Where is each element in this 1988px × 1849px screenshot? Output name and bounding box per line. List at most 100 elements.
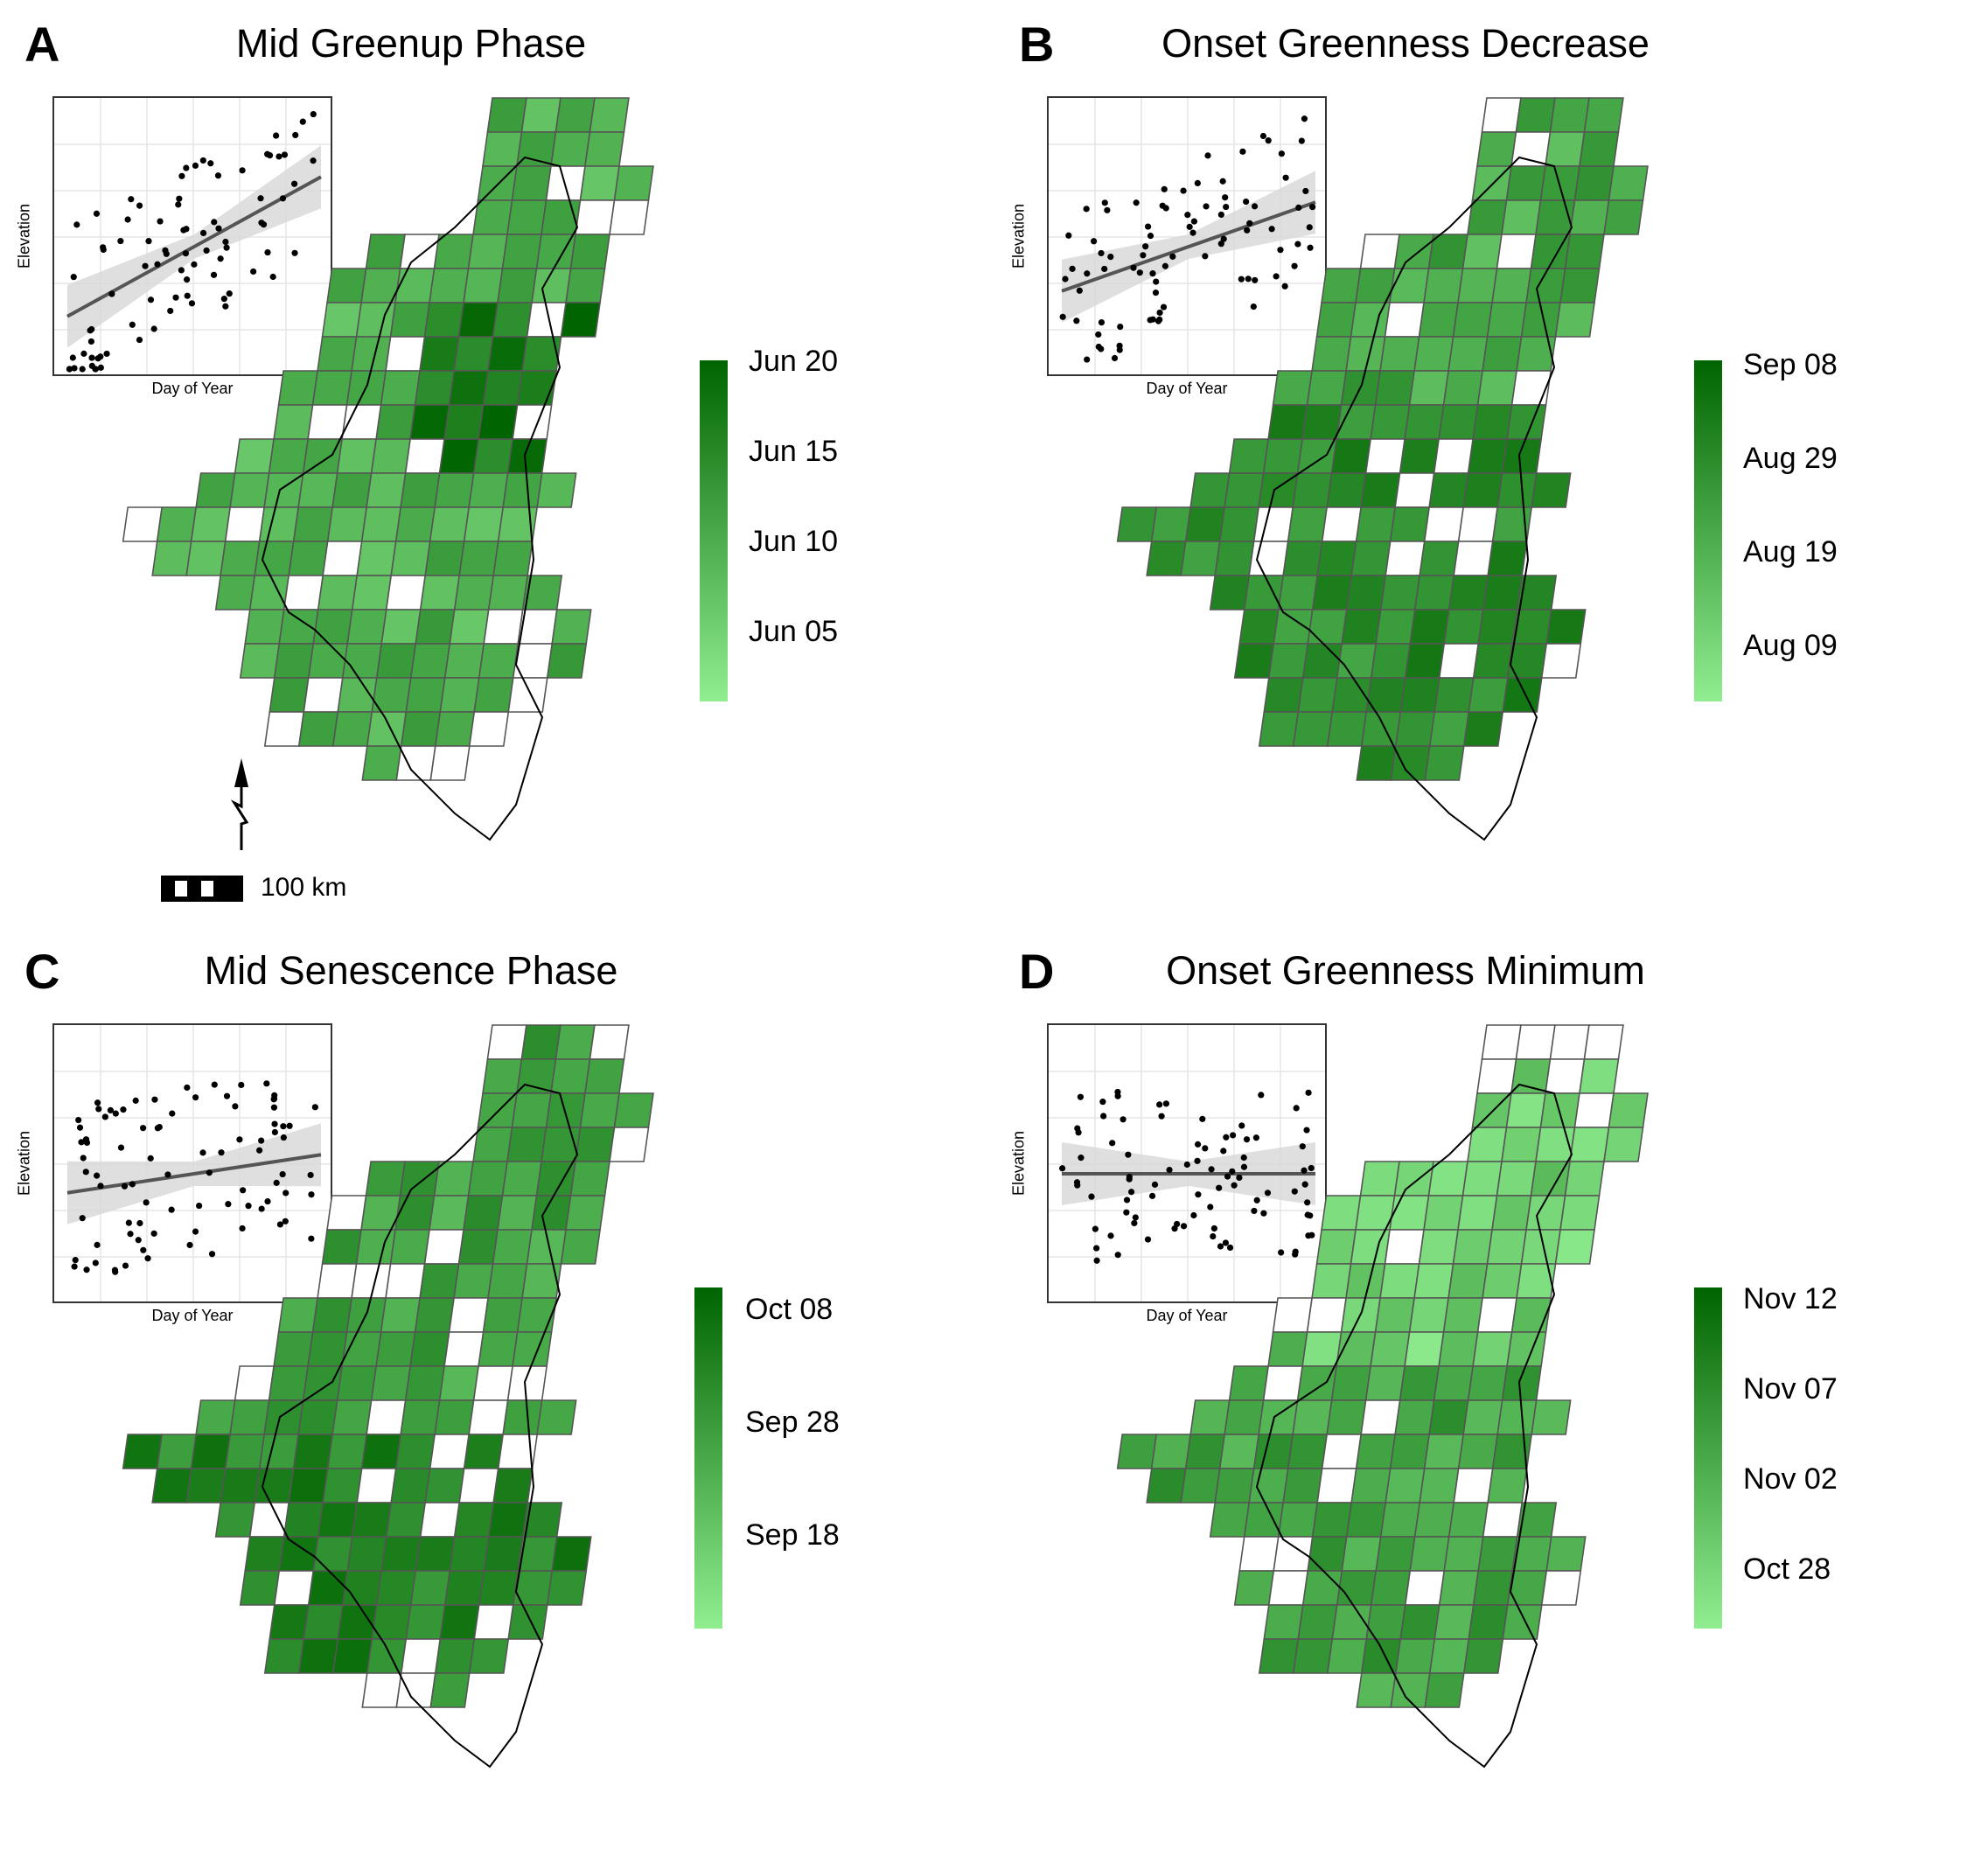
grid-cell: [1496, 1399, 1538, 1435]
grid-cell: [360, 506, 402, 542]
scatter-point: [92, 1259, 99, 1266]
grid-cell: [482, 131, 523, 167]
grid-cell: [220, 1468, 261, 1504]
grid-cell: [224, 1434, 266, 1469]
grid-cell: [1292, 472, 1333, 508]
scatter-point: [279, 1170, 286, 1178]
grid-cell: [1273, 609, 1314, 645]
grid-cell: [560, 1229, 601, 1265]
scatter-point: [280, 1123, 287, 1130]
scatter-point: [1159, 202, 1166, 209]
grid-cell: [1301, 643, 1343, 679]
grid-cell: [283, 1502, 324, 1538]
grid-cell: [1545, 1536, 1587, 1572]
grid-cell: [1462, 711, 1504, 747]
scatter-point: [196, 1202, 203, 1210]
grid-cell: [584, 131, 625, 167]
scatter-point: [83, 1139, 91, 1147]
scatter-point: [1243, 1136, 1251, 1143]
grid-cell: [1389, 506, 1431, 542]
grid-cell: [405, 1604, 446, 1640]
legend-label: Aug 29: [1743, 442, 1838, 475]
scatter-point: [1127, 1189, 1135, 1196]
scatter-point: [1302, 187, 1309, 195]
scatter-point: [1154, 317, 1162, 324]
grid-cell: [1510, 1297, 1552, 1333]
grid-cell: [1573, 1092, 1615, 1128]
grid-cell: [297, 472, 338, 508]
scatter-point: [1301, 115, 1308, 122]
grid-cell: [1423, 268, 1464, 304]
grid-cell: [1457, 1434, 1499, 1469]
grid-cell: [1180, 1468, 1221, 1504]
grid-cell: [429, 506, 471, 542]
grid-cell: [468, 1638, 510, 1674]
grid-cell: [1399, 438, 1440, 474]
scatter-point: [264, 150, 271, 157]
grid-cell: [1404, 1570, 1446, 1606]
scatter-point: [128, 196, 135, 203]
grid-cell: [434, 472, 475, 508]
grid-cell: [366, 472, 407, 508]
grid-cell: [326, 1434, 368, 1469]
grid-cell: [1408, 370, 1450, 406]
grid-cell: [389, 1229, 430, 1265]
scatter-point: [1065, 232, 1072, 239]
region-boundary: [1255, 1083, 1573, 1769]
scatter-point: [310, 157, 317, 164]
grid-cell: [303, 1604, 344, 1640]
grid-cell: [1491, 268, 1532, 304]
scatter-point: [157, 218, 164, 225]
grid-cell: [1370, 1570, 1412, 1606]
scatter-point: [211, 1081, 218, 1088]
grid-cell: [288, 1468, 329, 1504]
scatter-point: [168, 1206, 175, 1213]
scatter-point: [270, 1104, 278, 1111]
grid-cell: [1316, 1468, 1357, 1504]
grid-cell: [560, 302, 601, 338]
grid-cell: [1472, 404, 1513, 440]
grid-cell: [487, 575, 529, 611]
grid-cell: [502, 1399, 543, 1435]
grid-cell: [439, 677, 480, 713]
grid-cell: [1311, 336, 1352, 372]
scatter-point: [129, 321, 136, 328]
grid-cell: [1433, 677, 1475, 713]
scatter-point: [1098, 345, 1105, 352]
grid-cell: [1315, 1229, 1357, 1265]
scatter-point: [188, 300, 196, 307]
grid-cell: [1539, 1092, 1580, 1128]
scatter-point: [271, 1128, 278, 1136]
grid-cell: [506, 1127, 548, 1162]
scatter-point: [1133, 199, 1140, 206]
grid-cell: [453, 1263, 494, 1299]
grid-cell: [1424, 1672, 1465, 1708]
grid-cell: [443, 1331, 485, 1367]
grid-cell: [1116, 1434, 1158, 1469]
scatter-plot: [1049, 98, 1325, 374]
grid-cell: [1263, 677, 1304, 713]
scatter-point: [1059, 313, 1066, 320]
scatter-point: [1093, 1257, 1100, 1264]
grid-cell: [380, 1536, 422, 1572]
grid-cell: [1468, 677, 1509, 713]
grid-cell: [1501, 199, 1542, 235]
grid-cell: [545, 1092, 586, 1128]
grid-cell: [273, 1331, 314, 1367]
scatter-point: [178, 172, 185, 179]
scatter-point: [1095, 331, 1102, 338]
grid-cell: [366, 711, 408, 747]
grid-cell: [220, 541, 261, 576]
grid-cell: [1345, 575, 1387, 611]
grid-cell: [579, 165, 620, 201]
grid-cell: [399, 1161, 440, 1197]
scatter-point: [220, 296, 227, 303]
grid-cell: [506, 438, 548, 474]
grid-cell: [122, 506, 164, 542]
grid-cell: [254, 1468, 295, 1504]
scatter-point: [122, 1262, 129, 1269]
grid-cell: [429, 1434, 471, 1469]
grid-cell: [409, 1331, 450, 1367]
grid-cell: [1311, 1263, 1352, 1299]
scatter-point: [264, 1197, 271, 1205]
